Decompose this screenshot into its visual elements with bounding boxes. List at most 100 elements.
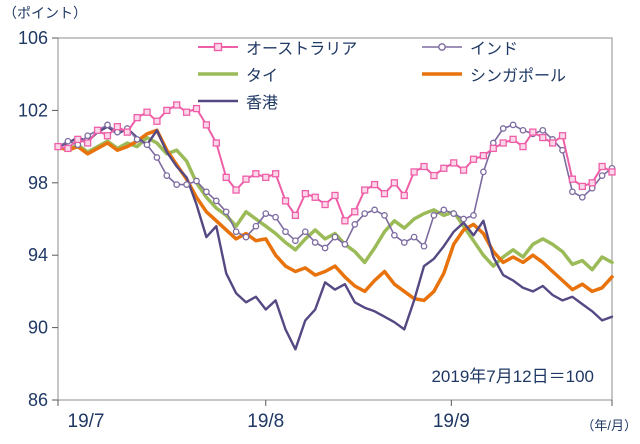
series-marker-india (193, 177, 200, 185)
series-marker-australia (390, 179, 399, 187)
y-axis-tick-label: 90 (28, 318, 48, 338)
series-marker-india (282, 228, 289, 236)
series-marker-australia (252, 170, 260, 178)
y-axis-unit-label: （ポイント） (3, 5, 87, 21)
series-marker-india (519, 126, 527, 134)
legend-label-thailand: タイ (246, 67, 279, 85)
series-marker-australia (351, 208, 359, 216)
series-marker-australia (242, 175, 250, 183)
legend-label-hongkong: 香港 (246, 94, 279, 112)
series-marker-india (64, 137, 72, 145)
series-marker-australia (113, 123, 122, 131)
series-marker-australia (182, 108, 191, 116)
series-marker-australia (74, 135, 82, 144)
series-marker-india (163, 172, 171, 179)
y-axis-tick-label: 98 (28, 173, 48, 193)
series-marker-australia (519, 142, 527, 151)
series-marker-india (242, 233, 250, 241)
series-marker-india (331, 233, 339, 241)
x-axis-tick-label: 19/8 (247, 411, 284, 432)
y-axis-tick-label: 106 (18, 28, 48, 48)
series-marker-australia (133, 113, 141, 122)
chart-legend: オーストラリア インド タイ シンガポール 香港 (196, 33, 566, 114)
series-marker-australia (202, 121, 211, 129)
legend-item-india: インド (420, 35, 566, 59)
series-marker-australia (232, 186, 240, 194)
series-line-thailand (56, 135, 614, 272)
series-marker-australia (262, 173, 270, 182)
legend-label-india: インド (470, 40, 519, 58)
legend-label-singapore: シンガポール (470, 67, 567, 85)
series-marker-australia (608, 168, 616, 176)
series-marker-australia (212, 139, 220, 147)
x-axis-unit-label: （年/月） (581, 418, 637, 433)
legend-marker-australia (213, 42, 223, 51)
base-date-annotation: 2019年7月12日＝100 (431, 367, 594, 386)
series-marker-australia (361, 186, 369, 194)
series-marker-australia (380, 190, 389, 198)
series-marker-australia (103, 132, 112, 140)
series-marker-australia (321, 200, 329, 209)
series-marker-australia (271, 170, 280, 178)
legend-sample-singapore (422, 71, 462, 76)
series-marker-india (470, 212, 477, 219)
series-marker-australia (64, 144, 72, 153)
series-marker-india (361, 210, 369, 217)
legend-marker-india (438, 42, 446, 51)
series-marker-australia (489, 144, 497, 153)
series-marker-australia (568, 175, 577, 183)
series-marker-australia (173, 101, 181, 109)
series-marker-australia (440, 164, 448, 172)
legend-item-hongkong: 香港 (196, 89, 420, 113)
series-marker-india (133, 136, 141, 143)
series-marker-australia (143, 108, 151, 116)
series-line-singapore (56, 128, 614, 303)
series-marker-india (84, 132, 92, 140)
series-marker-india (321, 244, 329, 252)
series-marker-australia (341, 217, 349, 225)
legend-sample-india (422, 42, 462, 51)
series-marker-india (578, 193, 586, 201)
series-marker-india (272, 213, 279, 221)
series-marker-india (262, 210, 270, 217)
y-axis-tick-label: 102 (18, 100, 48, 120)
series-marker-india (480, 168, 487, 176)
series-marker-australia (459, 166, 468, 174)
series-marker-india (301, 228, 309, 236)
series-marker-australia (539, 133, 547, 142)
series-marker-india (203, 188, 210, 196)
series-marker-india (232, 228, 240, 236)
series-line-australia (57, 104, 613, 222)
series-marker-australia (588, 179, 596, 187)
series-marker-australia (479, 151, 488, 160)
series-line-hongkong (56, 125, 614, 351)
series-marker-india (252, 222, 260, 230)
series-marker-india (420, 242, 428, 250)
series-marker-australia (499, 139, 507, 147)
series-marker-india (371, 206, 378, 214)
series-marker-australia (400, 191, 408, 200)
legend-sample-thailand (198, 71, 238, 76)
series-marker-australia (578, 182, 586, 191)
legend-item-singapore: シンガポール (420, 62, 566, 86)
series-marker-india (440, 206, 448, 214)
series-marker-india (351, 221, 359, 228)
series-marker-australia (558, 132, 567, 140)
legend-sample-australia (198, 42, 238, 51)
series-marker-india (222, 208, 230, 216)
series-marker-india (400, 239, 408, 246)
series-marker-australia (420, 162, 428, 171)
series-marker-australia (410, 168, 418, 176)
series-marker-australia (123, 128, 131, 136)
series-marker-india (173, 181, 181, 188)
series-marker-australia (331, 191, 339, 200)
series-marker-india (539, 126, 547, 134)
series-marker-australia (192, 104, 201, 113)
series-marker-india (569, 188, 576, 196)
series-marker-india (450, 210, 458, 217)
series-marker-india (430, 212, 438, 219)
y-axis-tick-label: 94 (28, 245, 48, 265)
series-marker-australia (469, 155, 478, 163)
